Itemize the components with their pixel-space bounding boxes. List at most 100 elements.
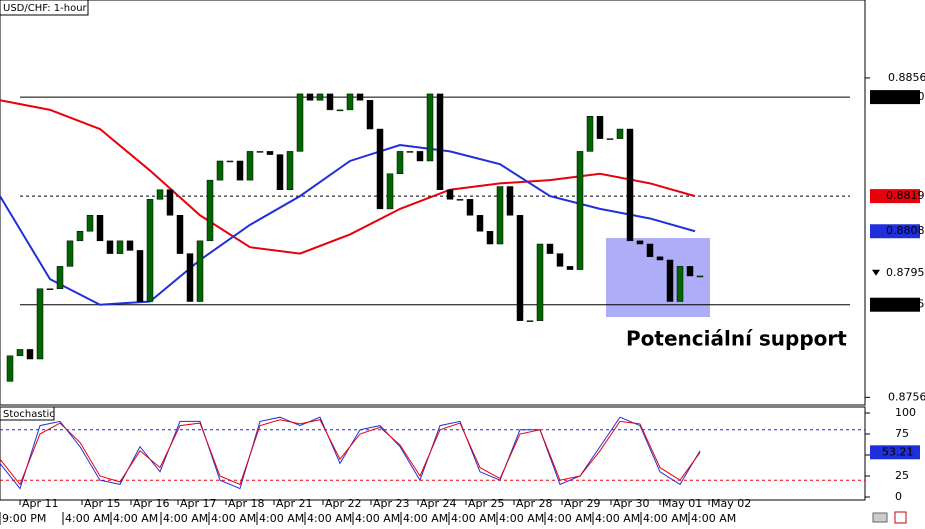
scroll-icon[interactable] bbox=[872, 512, 888, 523]
candle bbox=[176, 215, 184, 254]
stochastic-line bbox=[0, 419, 701, 486]
candle bbox=[496, 186, 504, 245]
y-tick-label: 0 bbox=[895, 490, 902, 503]
candle bbox=[296, 93, 304, 152]
x-tick-label: Apr 24 bbox=[420, 497, 457, 510]
x-tick-label: 4:00 AM bbox=[547, 512, 592, 525]
candle bbox=[556, 253, 564, 267]
x-tick-label: Apr 23 bbox=[373, 497, 410, 510]
candle bbox=[96, 215, 104, 242]
plot: 0.8856 0.8756 0.8850 0.8819 0.8808 0.8795 0.87… bbox=[0, 71, 925, 525]
x-tick-label: 4:00 AM bbox=[259, 512, 304, 525]
candle bbox=[446, 189, 454, 200]
x-tick-label: Apr 17 bbox=[180, 497, 217, 510]
candle bbox=[356, 93, 364, 101]
x-tick-label: May 01 bbox=[662, 497, 702, 510]
price-tag-label: 0.8785 bbox=[886, 298, 925, 311]
candle bbox=[636, 240, 644, 245]
candle bbox=[326, 93, 334, 111]
candle bbox=[646, 243, 654, 258]
candle bbox=[656, 256, 664, 261]
candle bbox=[26, 349, 34, 360]
candle bbox=[676, 266, 684, 302]
candle bbox=[596, 116, 604, 139]
x-tick-label: 4:00 AM bbox=[163, 512, 208, 525]
candle bbox=[66, 240, 74, 267]
x-tick-label: Apr 25 bbox=[468, 497, 505, 510]
candle bbox=[346, 93, 354, 111]
price-tag bbox=[870, 90, 920, 105]
candle bbox=[276, 154, 284, 190]
candle bbox=[236, 160, 244, 181]
candle bbox=[536, 243, 544, 321]
y-tick-label: 100 bbox=[895, 406, 916, 419]
candle bbox=[146, 199, 154, 302]
candle bbox=[586, 116, 594, 152]
price-tag-label: 0.8819 bbox=[886, 189, 925, 202]
candle bbox=[666, 259, 674, 302]
candle bbox=[526, 320, 534, 322]
x-tick-label: 4:00 AM bbox=[499, 512, 544, 525]
support-zone bbox=[606, 238, 710, 317]
candle bbox=[576, 151, 584, 270]
candle bbox=[316, 93, 324, 101]
candle bbox=[126, 240, 134, 251]
x-tick-label: Apr 30 bbox=[613, 497, 650, 510]
candle bbox=[546, 243, 554, 254]
candle bbox=[466, 199, 474, 216]
candle bbox=[606, 138, 614, 140]
candle bbox=[116, 240, 124, 254]
moving-average bbox=[0, 143, 696, 306]
title-box bbox=[0, 0, 89, 16]
candle bbox=[266, 151, 274, 155]
candle bbox=[156, 189, 164, 200]
x-tick-label: 4:00 AM bbox=[451, 512, 496, 525]
close-icon[interactable] bbox=[894, 511, 907, 524]
stochastic-panel bbox=[0, 406, 866, 501]
candle bbox=[226, 160, 234, 163]
candle bbox=[36, 288, 44, 360]
candle bbox=[566, 266, 574, 270]
candle bbox=[506, 186, 514, 216]
candle bbox=[696, 275, 704, 278]
candle bbox=[86, 215, 94, 232]
x-tick-label: Apr 11 bbox=[22, 497, 59, 510]
candle bbox=[166, 189, 174, 216]
annotation: Potenciální support bbox=[626, 327, 847, 351]
x-tick-label: 4:00 AM bbox=[403, 512, 448, 525]
y-tick-label: 0.8756 bbox=[888, 390, 925, 403]
candle bbox=[306, 93, 314, 101]
price-tag-label: 0.8850 bbox=[886, 90, 925, 103]
price-tag bbox=[870, 224, 920, 239]
candle bbox=[256, 151, 264, 153]
x-tick-label: Apr 18 bbox=[228, 497, 265, 510]
x-tick-label: 4:00 AM bbox=[307, 512, 352, 525]
x-tick-label: 4:00 AM bbox=[355, 512, 400, 525]
candle bbox=[376, 128, 384, 210]
x-tick-label: Apr 15 bbox=[84, 497, 121, 510]
candle bbox=[476, 215, 484, 232]
x-tick-label: 4:00 AM bbox=[65, 512, 110, 525]
x-tick-label: Apr 29 bbox=[564, 497, 601, 510]
x-tick-label: 4:00 AM bbox=[211, 512, 256, 525]
price-tag-label: 0.8808 bbox=[886, 224, 925, 237]
candle bbox=[386, 173, 394, 210]
price-panel bbox=[0, 0, 866, 406]
candle bbox=[136, 250, 144, 302]
y-tick-label: 25 bbox=[895, 469, 909, 482]
candle bbox=[416, 151, 424, 162]
candle bbox=[246, 151, 254, 181]
candle bbox=[196, 240, 204, 302]
candle bbox=[626, 128, 634, 242]
indicator-title: Stochastic bbox=[3, 409, 55, 420]
candle bbox=[366, 100, 374, 130]
x-tick-label: Apr 22 bbox=[325, 497, 362, 510]
candle bbox=[396, 151, 404, 175]
candle bbox=[186, 253, 194, 302]
candle bbox=[106, 240, 114, 254]
candle bbox=[616, 128, 624, 139]
moving-average bbox=[0, 99, 696, 255]
candle bbox=[436, 93, 444, 190]
